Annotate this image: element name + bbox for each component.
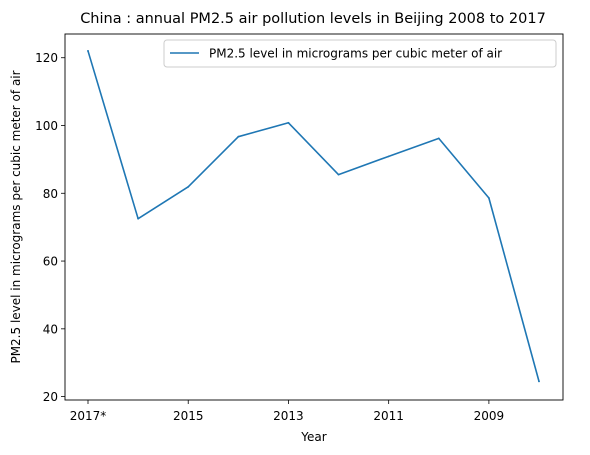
x-tick-label: 2017* (70, 409, 107, 423)
x-axis-label: Year (300, 430, 326, 444)
data-point (187, 185, 190, 188)
x-tick-label: 2009 (474, 409, 505, 423)
data-point (87, 50, 89, 52)
x-tick-label: 2015 (173, 409, 204, 423)
x-tick-label: 2011 (373, 409, 404, 423)
data-point (437, 137, 440, 140)
data-point (337, 173, 340, 176)
data-point (387, 155, 390, 158)
y-tick-label: 120 (35, 51, 58, 65)
chart-title: China : annual PM2.5 air pollution level… (80, 11, 546, 27)
y-tick-label: 100 (35, 119, 58, 133)
data-point (287, 121, 290, 124)
data-point (487, 197, 490, 199)
series-layer (87, 50, 540, 383)
series-line (87, 50, 540, 383)
y-tick-label: 80 (43, 187, 58, 201)
y-axis: 20 40 60 80 100 120 (35, 51, 65, 404)
x-tick-label: 2013 (273, 409, 304, 423)
y-axis-label: PM2.5 level in micrograms per cubic mete… (9, 70, 23, 363)
legend: PM2.5 level in micrograms per cubic mete… (163, 39, 557, 68)
legend-box (163, 39, 557, 68)
data-point (237, 135, 240, 138)
data-point (538, 380, 540, 383)
legend-label: PM2.5 level in micrograms per cubic mete… (209, 47, 502, 61)
data-point (137, 217, 140, 220)
plot-area (64, 33, 564, 401)
y-tick-label: 20 (43, 390, 58, 404)
x-axis: 2017* 2015 2013 2011 2009 (70, 400, 504, 423)
y-tick-label: 60 (43, 255, 58, 269)
y-tick-label: 40 (43, 322, 58, 336)
